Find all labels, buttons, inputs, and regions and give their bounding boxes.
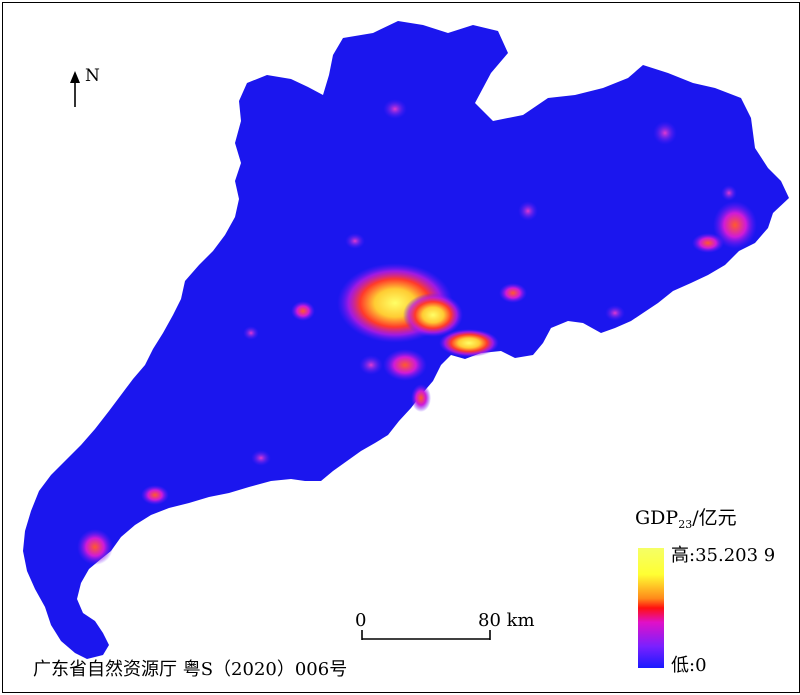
scale-bar [361, 630, 491, 640]
legend-title-unit: /亿元 [692, 507, 737, 529]
legend-low-label: 低:0 [671, 655, 707, 676]
hotspot-shenzhen [439, 329, 499, 357]
hotspot-heyuan [518, 201, 538, 221]
gdp-hotspots [77, 99, 757, 565]
hotspot-shanwei [605, 305, 625, 321]
hotspot-meizhou [653, 121, 677, 145]
hotspot-jiangmen [359, 355, 383, 375]
scale-end-label: 80 km [478, 610, 535, 631]
north-arrow [70, 71, 80, 107]
scale-start-label: 0 [355, 610, 367, 631]
hotspot-yangjiang [251, 450, 271, 466]
north-label: N [85, 66, 100, 86]
legend-color-ramp [638, 548, 664, 668]
legend-title-main: GDP [635, 507, 679, 529]
hotspot-shantou [713, 201, 757, 249]
map-approval-number: 广东省自然资源厅 粤S（2020）006号 [33, 659, 348, 680]
hotspot-qingyuan [345, 233, 365, 249]
legend-high-label: 高:35.203 9 [671, 545, 776, 566]
hotspot-jieyang [692, 233, 724, 253]
hotspot-zhanjiang [77, 529, 113, 565]
legend-title-subscript: 23 [678, 518, 693, 531]
hotspot-maoming [141, 485, 169, 505]
hotspot-dongguan [403, 293, 463, 337]
hotspot-chaozhou [721, 185, 737, 201]
hotspot-zhaoqing [291, 301, 315, 321]
hotspot-huizhou [499, 283, 527, 303]
hotspot-zhuhai [411, 384, 431, 412]
hotspot-zhongshan [383, 349, 427, 381]
hotspot-shaoguan [383, 99, 407, 119]
legend-title: GDP23/亿元 [635, 503, 737, 531]
gdp-raster-map [23, 21, 789, 659]
hotspot-yunfu [243, 326, 259, 340]
